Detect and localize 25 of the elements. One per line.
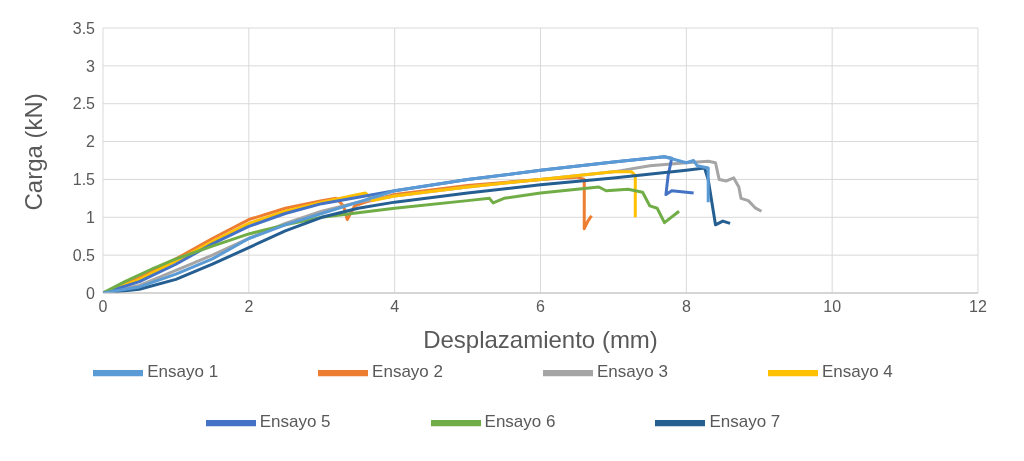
y-axis-title: Carga (kN) [19, 93, 47, 211]
legend-label: Ensayo 7 [709, 412, 781, 432]
legend-label: Ensayo 2 [372, 362, 443, 382]
legend-label: Ensayo 1 [147, 362, 219, 382]
y-tick-label: 1.5 [72, 171, 96, 189]
y-tick-label: 2 [86, 133, 96, 151]
y-tick-label: 2.5 [72, 95, 96, 113]
y-tick-label: 1 [86, 208, 96, 226]
x-tick-label: 2 [244, 298, 254, 316]
x-tick-label: 8 [681, 298, 691, 316]
x-tick-label: 10 [823, 298, 842, 316]
x-tick-label: 0 [98, 298, 108, 316]
line-series [103, 185, 681, 293]
legend-label: Ensayo 3 [597, 362, 668, 382]
legend-label: Ensayo 5 [259, 412, 331, 432]
x-tick-label: 12 [969, 298, 987, 316]
y-tick-label: 3 [86, 57, 96, 75]
y-tick-label: 3.5 [72, 19, 96, 37]
y-tick-label: 0.5 [72, 246, 96, 264]
legend-label: Ensayo 6 [484, 412, 556, 432]
legend-label: Ensayo 4 [821, 362, 893, 382]
x-tick-label: 6 [536, 298, 546, 316]
x-tick-label: 4 [390, 298, 400, 316]
y-tick-label: 0 [86, 284, 96, 302]
x-axis-title: Desplazamiento (mm) [423, 326, 658, 353]
